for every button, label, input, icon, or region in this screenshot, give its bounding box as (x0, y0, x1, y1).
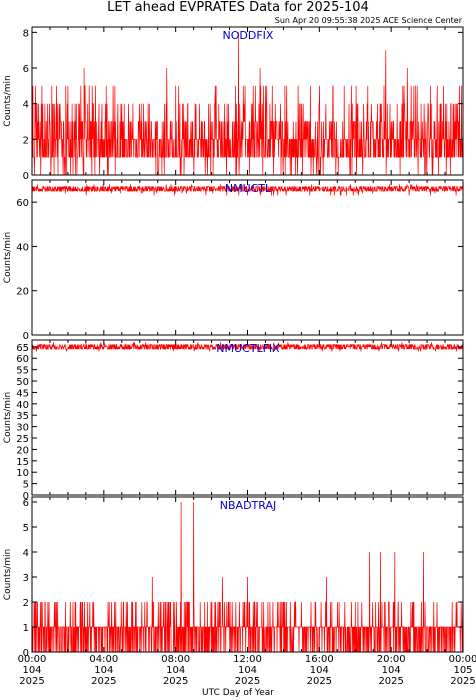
x-tick-year: 2025 (91, 676, 116, 687)
x-tick-time: 00:00 (449, 654, 476, 665)
panels: 02468Counts/minNODDFIX0204060Counts/minN… (3, 26, 464, 659)
x-tick-year: 2025 (235, 676, 260, 687)
y-tick-label: 0 (23, 491, 29, 502)
x-tick-doy: 104 (382, 665, 401, 676)
panel-noddfix: 0 2 4 6 8 Counts/min NODDFIX (3, 26, 464, 182)
y-tick-label: 45 (16, 388, 29, 399)
x-tick-time: 16:00 (305, 654, 334, 665)
x-tick-time: 20:00 (377, 654, 406, 665)
panel-nbadtraj: 0 1 2 3 4 5 6 Counts/min NBADTRAJ (3, 496, 464, 659)
y-axis-label: Counts/min (3, 232, 13, 283)
x-tick-doy: 104 (22, 665, 41, 676)
x-tick-doy: 105 (453, 665, 472, 676)
y-tick-label: 60 (16, 354, 29, 365)
y-tick-label: 55 (16, 366, 29, 377)
x-tick-doy: 104 (94, 665, 113, 676)
y-axis-label: Counts/min (3, 392, 13, 443)
series-label: NBADTRAJ (220, 499, 276, 512)
x-tick-year: 2025 (378, 676, 403, 687)
y-tick-label: 20 (16, 287, 29, 298)
series-line-nbadtraj (32, 501, 464, 653)
y-tick-label: 65 (16, 343, 29, 354)
series-line-noddfix (31, 32, 464, 176)
series-label: NODDFIX (223, 29, 274, 42)
y-tick-label: 0 (23, 648, 29, 659)
x-tick-time: 00:00 (18, 654, 47, 665)
y-tick-label: 3 (23, 573, 29, 584)
y-tick-label: 5 (23, 480, 29, 491)
series-label: NMUCTL (225, 182, 272, 195)
y-tick-label: 1 (23, 623, 29, 634)
x-tick-time: 08:00 (161, 654, 190, 665)
y-tick-label: 0 (23, 331, 29, 342)
y-tick-label: 5 (23, 523, 29, 534)
y-tick-label: 20 (16, 445, 29, 456)
y-tick-label: 4 (23, 548, 29, 559)
y-tick-label: 25 (16, 434, 29, 445)
generation-timestamp: Sun Apr 20 09:55:38 2025 ACE Science Cen… (275, 16, 463, 25)
x-tick-year: 2025 (450, 676, 475, 687)
panel-nmuctl: 0 20 40 60 Counts/min NMUCTL (3, 179, 464, 342)
x-tick-year: 2025 (307, 676, 332, 687)
y-tick-label: 4 (23, 100, 29, 111)
y-tick-label: 60 (16, 198, 29, 209)
y-tick-label: 6 (23, 64, 29, 75)
y-tick-label: 30 (16, 423, 29, 434)
y-axis-label: Counts/min (3, 549, 13, 600)
y-tick-label: 40 (16, 400, 29, 411)
x-tick-time: 04:00 (89, 654, 118, 665)
x-tick-time: 12:00 (233, 654, 262, 665)
x-tick-doy: 104 (238, 665, 257, 676)
x-tick-doy: 104 (166, 665, 185, 676)
y-tick-label: 15 (16, 457, 29, 468)
y-tick-label: 0 (23, 171, 29, 182)
x-tick-year: 2025 (19, 676, 44, 687)
y-tick-label: 8 (23, 28, 29, 39)
plot-frame (31, 339, 464, 496)
x-axis-labels: 00:00104202504:00104202508:00104202512:0… (18, 654, 476, 687)
x-tick-year: 2025 (163, 676, 188, 687)
y-tick-label: 40 (16, 242, 29, 253)
y-axis-label: Counts/min (3, 75, 13, 126)
y-tick-label: 2 (23, 598, 29, 609)
plot-frame (31, 179, 464, 336)
series-label: NMUCTLFIX (216, 342, 280, 355)
y-tick-label: 35 (16, 411, 29, 422)
figure-title: LET ahead EVPRATES Data for 2025-104 (107, 0, 369, 15)
x-tick-doy: 104 (310, 665, 329, 676)
y-tick-label: 50 (16, 377, 29, 388)
y-tick-label: 2 (23, 135, 29, 146)
series-line-nmuctl (31, 184, 463, 196)
x-axis-label: UTC Day of Year (202, 688, 274, 698)
y-tick-label: 10 (16, 468, 29, 479)
y-tick-label: 6 (23, 498, 29, 509)
